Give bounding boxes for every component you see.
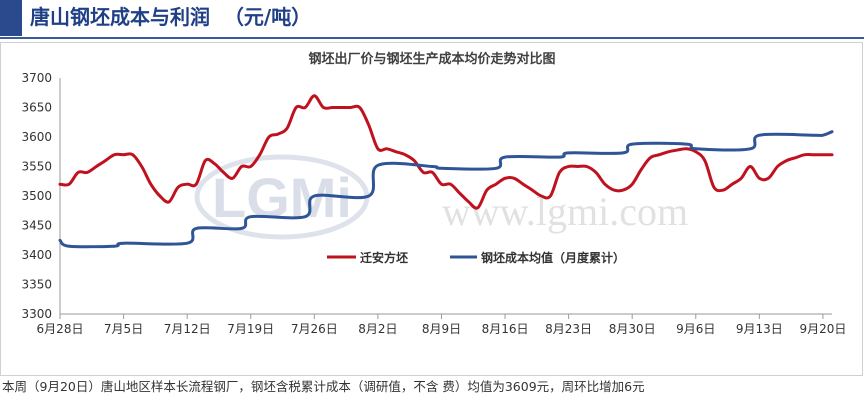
x-tick-label: 8月2日 [358, 322, 397, 336]
x-tick-label: 7月19日 [227, 322, 274, 336]
y-tick-label: 3350 [21, 278, 52, 292]
x-tick-label: 7月12日 [164, 322, 211, 336]
series-layer [58, 94, 834, 249]
x-tick-label: 7月26日 [291, 322, 338, 336]
legend: 迁安方坯 钢坯成本均值（月度累计） [327, 250, 625, 265]
watermark-url: www.lgmi.com [442, 189, 688, 234]
y-tick-label: 3600 [21, 130, 52, 144]
x-tick-label: 9月6日 [676, 322, 715, 336]
watermark-logo-text: LGMi [212, 166, 352, 229]
y-tick-label: 3650 [21, 101, 52, 115]
line-chart: LGMi www.lgmi.com 钢坯出厂价与钢坯生产成本均价走势对比图 33… [21, 51, 846, 336]
chart-title: 钢坯出厂价与钢坯生产成本均价走势对比图 [308, 51, 555, 67]
x-tick-label: 8月30日 [609, 322, 656, 336]
footer-note: 本周（9月20日）唐山地区样本长流程钢厂，钢坯含税累计成本（调研值，不含 费）均… [2, 379, 645, 394]
series-line-billet-cost-average [58, 130, 834, 249]
header-divider [0, 37, 864, 39]
y-axis: 3300 3350 3400 3450 3500 3550 3600 3650 3700 [21, 71, 61, 321]
x-tick-label: 6月28日 [37, 322, 84, 336]
x-tick-label: 8月23日 [545, 322, 592, 336]
series-line-qianan-billet [58, 94, 834, 210]
header-accent-bar [0, 0, 22, 36]
x-tick-label: 9月13日 [736, 322, 783, 336]
y-tick-label: 3450 [21, 219, 52, 233]
legend-item-blue: 钢坯成本均值（月度累计） [450, 250, 625, 265]
x-tick-label: 8月9日 [422, 322, 461, 336]
page-title: 唐山钢坯成本与利润 （元/吨） [30, 5, 312, 29]
y-tick-label: 3700 [21, 71, 52, 85]
y-tick-label: 3300 [21, 307, 52, 321]
x-tick-label: 8月16日 [482, 322, 529, 336]
x-tick-label: 7月5日 [104, 322, 143, 336]
x-axis: 6月28日 7月5日 7月12日 7月19日 7月26日 8月2日 8月9日 8月16日 8月2… [37, 313, 846, 336]
legend-item-red: 迁安方坯 [327, 250, 408, 265]
header-bar: 唐山钢坯成本与利润 （元/吨） [0, 0, 864, 36]
chart-frame [0, 42, 863, 376]
x-tick-label: 9月20日 [799, 322, 846, 336]
y-tick-label: 3550 [21, 160, 52, 174]
y-tick-label: 3500 [21, 189, 52, 203]
legend-label-red: 迁安方坯 [360, 250, 408, 265]
legend-label-blue: 钢坯成本均值（月度累计） [481, 250, 625, 265]
y-tick-label: 3400 [21, 248, 52, 262]
